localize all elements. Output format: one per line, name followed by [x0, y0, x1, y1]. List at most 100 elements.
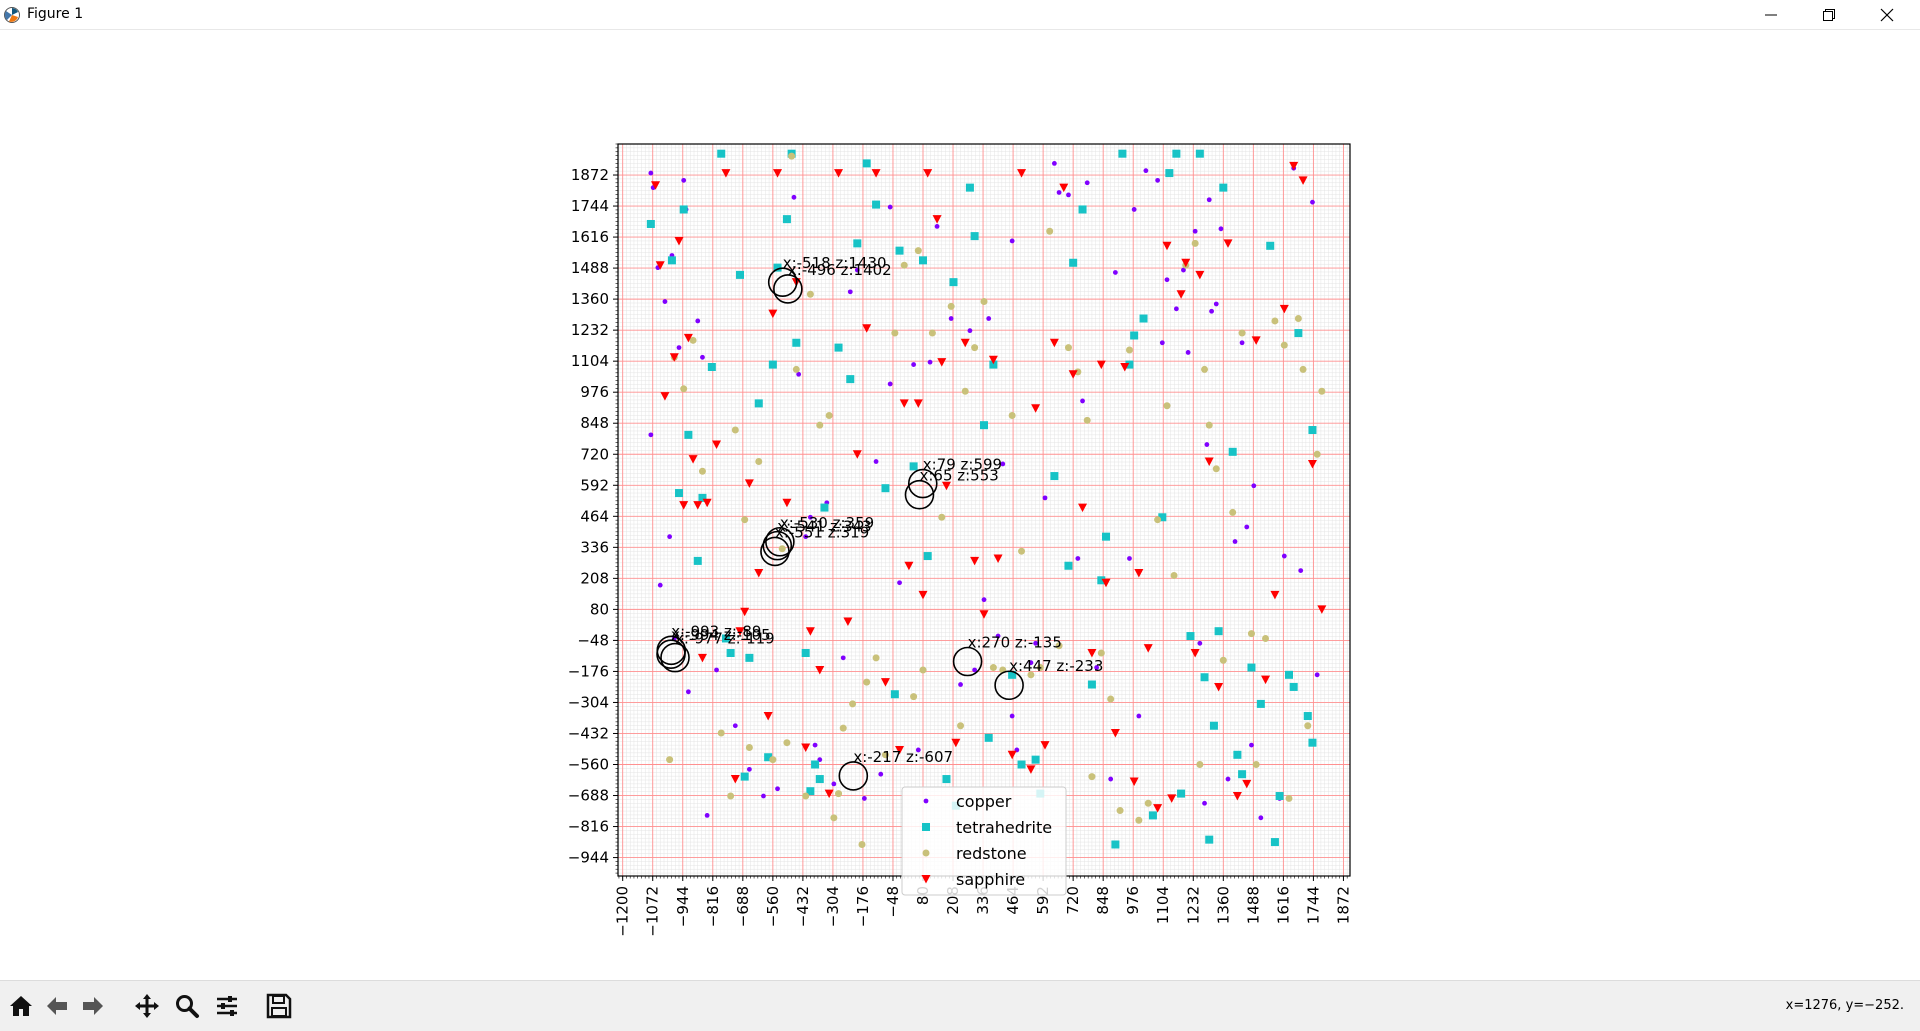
sapphire-point — [1101, 578, 1111, 588]
copper-point — [1206, 197, 1212, 203]
close-button[interactable] — [1858, 0, 1916, 29]
tetrahedrite-point — [693, 556, 702, 565]
sapphire-point — [1096, 360, 1106, 370]
sapphire-point — [918, 590, 928, 600]
redstone-point — [731, 426, 739, 434]
redstone-point — [957, 722, 965, 730]
y-tick-label: 464 — [580, 507, 609, 525]
annotation-circle — [952, 646, 983, 677]
annotation-circle — [773, 274, 803, 304]
copper-point — [676, 345, 682, 351]
configure-subplots-button[interactable] — [210, 989, 244, 1023]
annotation-circle — [760, 536, 790, 567]
annotation-label: x:79 z:599 — [923, 456, 1002, 474]
copper-point — [861, 796, 867, 801]
redstone-point — [1219, 656, 1227, 664]
tetrahedrite-point — [698, 493, 707, 502]
save-button[interactable] — [262, 989, 296, 1023]
pan-button[interactable] — [130, 989, 164, 1023]
back-button[interactable] — [40, 989, 74, 1023]
copper-point — [995, 633, 1001, 639]
redstone-point — [1036, 664, 1044, 672]
copper-point — [1197, 640, 1203, 646]
redstone-point — [971, 344, 979, 352]
sapphire-point — [1289, 161, 1299, 171]
tetrahedrite-point — [740, 772, 749, 781]
tetrahedrite-point — [1087, 680, 1096, 689]
redstone-point — [741, 516, 749, 524]
tetrahedrite-point — [721, 634, 730, 643]
tetrahedrite-point — [768, 360, 777, 369]
redstone-point — [783, 739, 791, 747]
title-bar: Figure 1 — [0, 0, 1920, 30]
sapphire-point — [932, 215, 942, 224]
redstone-point — [1313, 450, 1321, 458]
redstone-point — [919, 666, 927, 674]
redstone-point — [1229, 508, 1237, 516]
redstone-point — [1107, 695, 1115, 703]
tetrahedrite-point — [1118, 149, 1127, 158]
copper-point — [948, 316, 954, 321]
sapphire-point — [880, 678, 890, 687]
redstone-point — [806, 290, 814, 298]
copper-point — [662, 299, 668, 304]
copper-point — [1192, 228, 1198, 234]
sapphire-point — [1195, 270, 1205, 280]
y-tick-label: 80 — [590, 600, 609, 618]
minimize-button[interactable] — [1742, 0, 1800, 29]
tetrahedrite-point — [984, 733, 993, 742]
sapphire-point — [1242, 779, 1252, 789]
redstone-point — [1280, 341, 1288, 349]
tetrahedrite-point — [1233, 750, 1242, 759]
y-tick-label: 208 — [580, 569, 609, 587]
redstone-point — [1262, 634, 1270, 642]
sapphire-point — [895, 745, 905, 755]
copper-point — [775, 786, 780, 792]
copper-point — [1314, 672, 1320, 678]
y-tick-label: 1616 — [571, 228, 609, 246]
redstone-point — [1097, 649, 1105, 657]
sapphire-point — [1007, 750, 1017, 760]
redstone-point — [1304, 722, 1312, 730]
redstone-point — [1271, 317, 1279, 325]
copper-point — [1075, 556, 1081, 561]
figure-canvas[interactable]: x:-518 z:1430 x:-496 z:1402 x:79 z:599 x:65… — [0, 30, 1920, 980]
restore-icon — [1823, 9, 1835, 21]
sapphire-point — [951, 738, 961, 748]
home-button[interactable] — [4, 989, 38, 1023]
y-tick-label: −688 — [568, 787, 609, 805]
tetrahedrite-point — [1270, 838, 1279, 847]
sapphire-point — [852, 450, 862, 459]
tetrahedrite-point — [919, 256, 927, 265]
redstone-point — [1083, 416, 1091, 424]
zoom-button[interactable] — [170, 989, 204, 1023]
redstone-point — [1046, 227, 1054, 235]
tetrahedrite-point — [1200, 673, 1209, 682]
tetrahedrite-point — [1256, 699, 1265, 708]
tetrahedrite-point — [707, 362, 716, 371]
tetrahedrite-point — [1308, 426, 1317, 435]
x-tick-label: −1200 — [614, 886, 632, 937]
copper-point — [1051, 160, 1057, 166]
tetrahedrite-point — [679, 205, 688, 214]
sapphire-point — [730, 775, 740, 784]
legend-label-redstone: redstone — [956, 844, 1027, 863]
sapphire-point — [815, 665, 825, 675]
tetrahedrite-point — [815, 775, 824, 784]
tetrahedrite-point — [1064, 561, 1073, 570]
y-tick-label: −816 — [568, 818, 609, 836]
sapphire-point — [1190, 649, 1200, 658]
sapphire-point — [712, 440, 722, 450]
redstone-point — [1201, 365, 1209, 373]
restore-button[interactable] — [1800, 0, 1858, 29]
copper-point — [1009, 713, 1015, 719]
copper-point — [657, 582, 663, 588]
sapphire-point — [744, 479, 754, 488]
configure-subplots-icon — [217, 996, 237, 1016]
redstone-point — [1299, 365, 1307, 373]
copper-point — [1080, 398, 1085, 404]
redstone-point — [689, 336, 697, 344]
forward-button[interactable] — [76, 989, 110, 1023]
legend-label-sapphire: sapphire — [956, 870, 1025, 889]
